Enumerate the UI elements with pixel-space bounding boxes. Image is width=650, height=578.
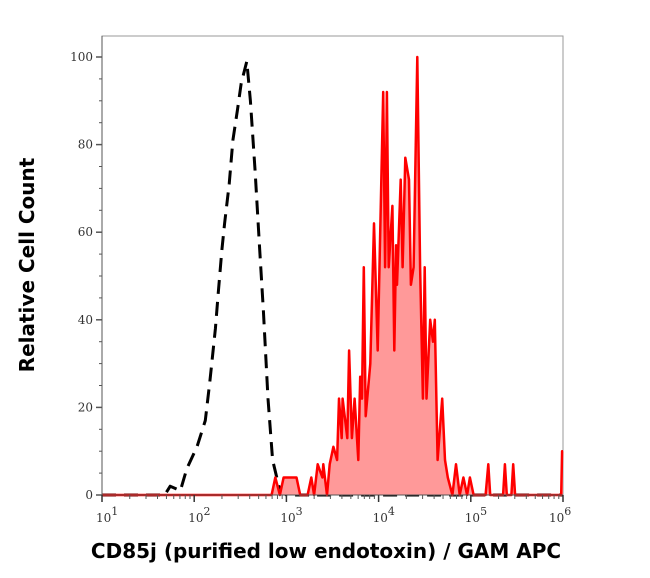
x-tick-exponent: 6 <box>564 505 571 518</box>
x-tick-label: 105 <box>465 505 487 525</box>
y-axis-title: Relative Cell Count <box>15 157 39 372</box>
x-tick-exponent: 5 <box>480 505 487 518</box>
y-tick-label: 20 <box>78 400 93 414</box>
series-fill-1 <box>102 57 563 495</box>
y-tick-label: 80 <box>78 138 93 152</box>
x-tick-label: 104 <box>373 505 395 525</box>
x-tick-exponent: 2 <box>203 505 210 518</box>
series-line-1 <box>102 55 564 497</box>
x-tick-base: 10 <box>549 511 564 525</box>
x-axis-title: CD85j (purified low endotoxin) / GAM APC <box>91 539 561 563</box>
y-axis: 0 20 40 60 80 100 <box>70 36 103 502</box>
x-tick-base: 10 <box>188 511 203 525</box>
x-tick-label: 102 <box>188 505 210 525</box>
y-tick-label: 60 <box>78 225 93 239</box>
y-tick-label: 0 <box>85 488 93 502</box>
y-tick-label: 100 <box>70 50 93 64</box>
plot-border <box>101 35 564 496</box>
x-tick-base: 10 <box>465 511 480 525</box>
series-layer <box>102 55 564 497</box>
x-tick-exponent: 3 <box>296 505 303 518</box>
x-tick-base: 10 <box>280 511 295 525</box>
x-tick-label: 101 <box>96 505 118 525</box>
x-tick-exponent: 4 <box>388 505 395 518</box>
x-tick-base: 10 <box>96 511 111 525</box>
y-tick-label: 40 <box>78 313 93 327</box>
series-line-0 <box>102 59 563 497</box>
x-tick-exponent: 1 <box>111 505 118 518</box>
plot-frame <box>101 35 564 496</box>
x-tick-label: 106 <box>549 505 571 525</box>
x-axis: 101 102 103 104 105 106 <box>96 494 571 525</box>
x-tick-label: 103 <box>280 505 302 525</box>
x-tick-base: 10 <box>373 511 388 525</box>
